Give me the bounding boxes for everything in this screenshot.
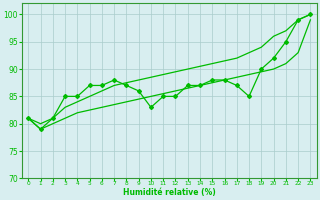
X-axis label: Humidité relative (%): Humidité relative (%) <box>123 188 216 197</box>
